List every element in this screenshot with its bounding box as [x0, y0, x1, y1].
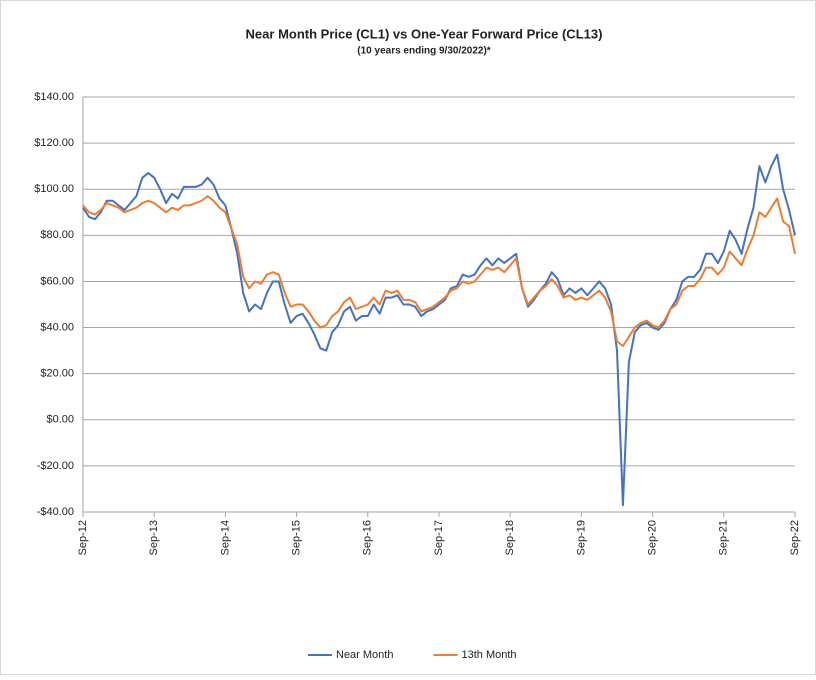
x-tick-label: Sep-21 [718, 520, 730, 555]
x-tick-label: Sep-12 [77, 520, 89, 555]
x-tick-label: Sep-14 [219, 520, 231, 555]
chart-title: Near Month Price (CL1) vs One-Year Forwa… [246, 26, 603, 41]
y-tick-label: $0.00 [46, 414, 74, 426]
y-tick-label: $60.00 [40, 275, 74, 287]
y-tick-label: $80.00 [40, 229, 74, 241]
x-tick-label: Sep-19 [575, 520, 587, 555]
y-tick-label: $40.00 [40, 321, 74, 333]
y-tick-label: $20.00 [40, 368, 74, 380]
x-tick-label: Sep-13 [148, 520, 160, 555]
y-tick-label: $120.00 [34, 137, 74, 149]
series-line [82, 195, 796, 347]
x-tick-label: Sep-15 [291, 520, 303, 555]
x-tick-label: Sep-18 [504, 520, 516, 555]
x-tick-label: Sep-20 [647, 520, 659, 555]
y-tick-label: $140.00 [34, 91, 74, 103]
y-tick-label: $100.00 [34, 183, 74, 195]
chart-subtitle: (10 years ending 9/30/2022)* [357, 46, 491, 57]
series-line [82, 153, 796, 507]
x-tick-label: Sep-22 [789, 520, 801, 555]
y-tick-label: -$40.00 [37, 506, 74, 518]
legend-label: 13th Month [461, 649, 516, 661]
x-tick-label: Sep-17 [433, 520, 445, 555]
y-tick-label: -$20.00 [37, 460, 74, 472]
x-tick-label: Sep-16 [362, 520, 374, 555]
legend-label: Near Month [336, 649, 393, 661]
